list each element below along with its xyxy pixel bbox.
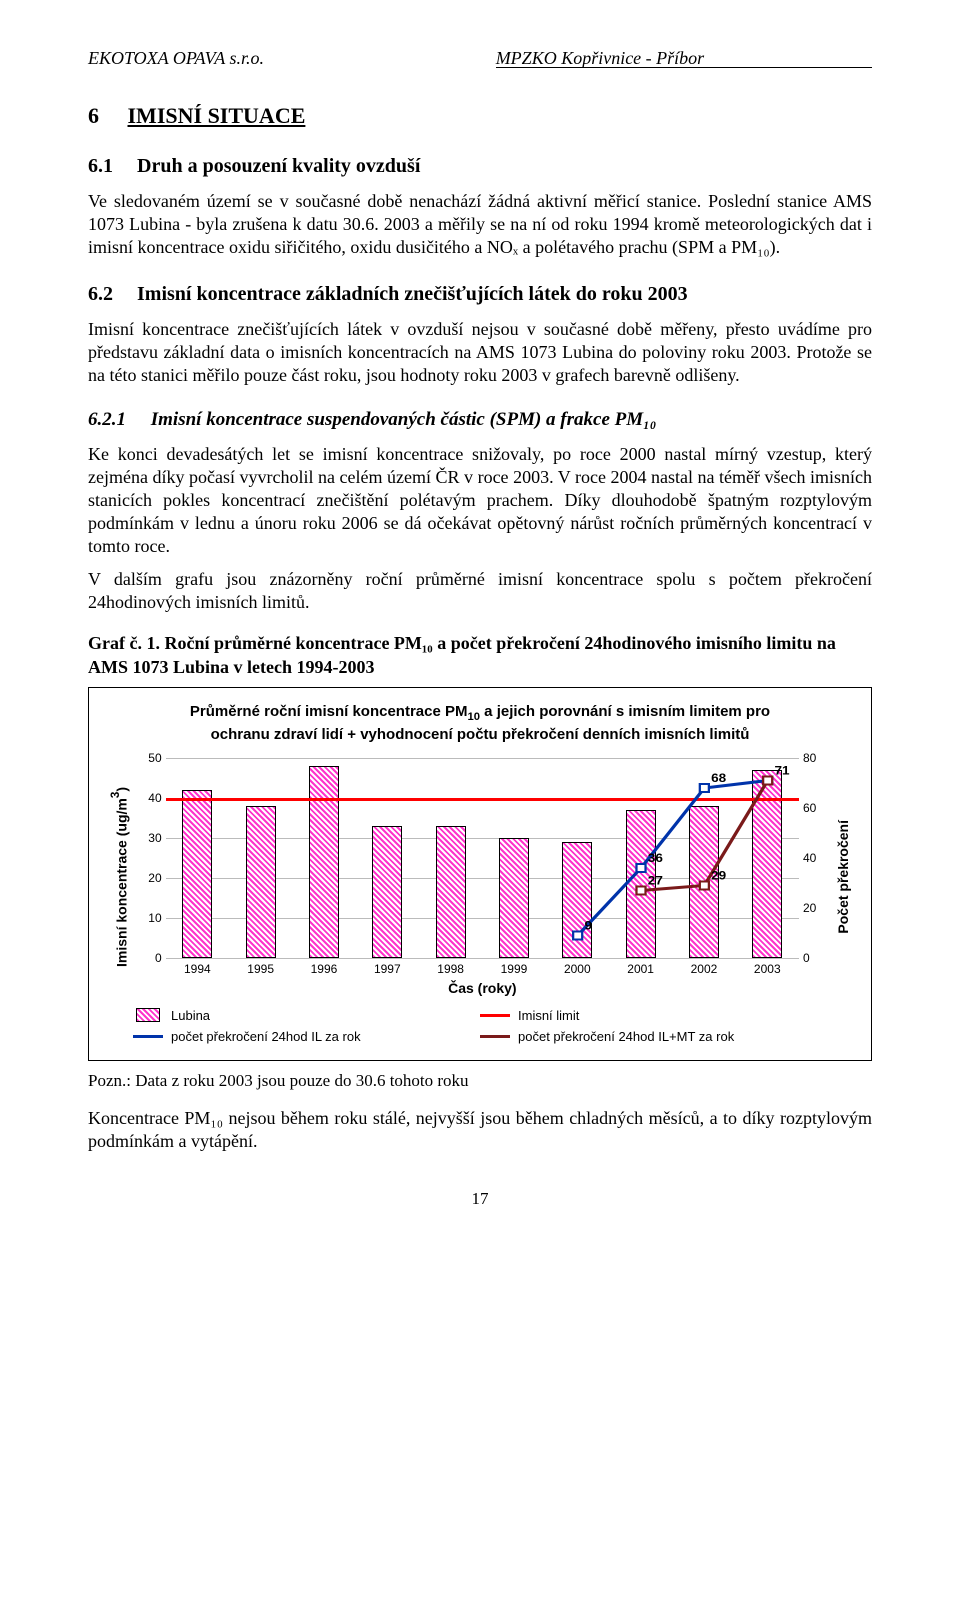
- h3-number: 6.2.1: [88, 409, 146, 431]
- y-axis-left-label: Imisní koncentrace (ug/m3): [103, 787, 136, 967]
- x-tick: 1999: [501, 962, 528, 976]
- x-tick: 1997: [374, 962, 401, 976]
- x-axis-label: Čas (roky): [136, 980, 829, 996]
- x-tick: 2000: [564, 962, 591, 976]
- graph-caption: Graf č. 1. Roční průměrné koncentrace PM…: [88, 632, 872, 679]
- chart-footnote: Pozn.: Data z roku 2003 jsou pouze do 30…: [88, 1071, 872, 1091]
- h2-text: Druh a posouzení kvality ovzduší: [137, 155, 420, 177]
- h1-text: IMISNÍ SITUACE: [128, 103, 306, 128]
- chart-container: Průměrné roční imisní koncentrace PM10 a…: [88, 687, 872, 1060]
- x-tick: 1995: [247, 962, 274, 976]
- heading-6-1: 6.1 Druh a posouzení kvality ovzduší: [88, 155, 872, 178]
- header-right: MPZKO Kopřivnice - Příbor: [496, 48, 872, 69]
- para-6-1: Ve sledovaném území se v současné době n…: [88, 190, 872, 259]
- heading-6-2-1: 6.2.1 Imisní koncentrace suspendovaných …: [88, 409, 872, 431]
- svg-text:9: 9: [584, 918, 592, 932]
- para-concentration: Koncentrace PM₁₀ nejsou během roku stálé…: [88, 1107, 872, 1153]
- plot-area: 01020304050 9 36 68 71 27 29 020406080: [136, 758, 829, 958]
- legend-item: Lubina: [133, 1008, 480, 1023]
- line-series: 9 36 68 71 27 29: [166, 758, 799, 958]
- svg-text:36: 36: [647, 850, 662, 864]
- x-tick: 1996: [311, 962, 338, 976]
- chart-title: Průměrné roční imisní koncentrace PM10 a…: [160, 702, 800, 745]
- h2-text: Imisní koncentrace základních znečišťují…: [137, 283, 688, 305]
- y-axis-right-label: Počet překročení: [829, 820, 857, 934]
- legend-item: Imisní limit: [480, 1008, 827, 1023]
- page-header: EKOTOXA OPAVA s.r.o. MPZKO Kopřivnice - …: [88, 48, 872, 69]
- svg-text:27: 27: [647, 873, 662, 887]
- page-number: 17: [88, 1189, 872, 1209]
- x-tick: 2001: [627, 962, 654, 976]
- legend-item: počet překročení 24hod IL+MT za rok: [480, 1029, 827, 1044]
- x-tick: 2003: [754, 962, 781, 976]
- y-axis-left: 01020304050: [136, 758, 166, 958]
- heading-1: 6 IMISNÍ SITUACE: [88, 103, 872, 129]
- h2-number: 6.2: [88, 283, 132, 306]
- svg-text:68: 68: [711, 770, 726, 784]
- h3-text: Imisní koncentrace suspendovaných částic…: [151, 409, 657, 430]
- x-tick: 1994: [184, 962, 211, 976]
- svg-text:71: 71: [774, 763, 789, 777]
- x-tick: 1998: [437, 962, 464, 976]
- para-6-2-1a: Ke konci devadesátých let se imisní konc…: [88, 443, 872, 558]
- x-axis-ticks: 1994 1995 1996 1997 1998 1999 2000 2001 2002 2003: [166, 962, 799, 976]
- h2-number: 6.1: [88, 155, 132, 178]
- header-left: EKOTOXA OPAVA s.r.o.: [88, 48, 264, 69]
- chart-legend: LubinaImisní limitpočet překročení 24hod…: [103, 1008, 857, 1050]
- svg-text:29: 29: [711, 868, 726, 882]
- para-6-2-1b: V dalším grafu jsou znázorněny roční prů…: [88, 568, 872, 614]
- legend-item: počet překročení 24hod IL za rok: [133, 1029, 480, 1044]
- x-tick: 2002: [691, 962, 718, 976]
- heading-6-2: 6.2 Imisní koncentrace základních znečiš…: [88, 283, 872, 306]
- para-6-2: Imisní koncentrace znečišťujících látek …: [88, 318, 872, 387]
- y-axis-right: 020406080: [799, 758, 829, 958]
- h1-number: 6: [88, 103, 122, 129]
